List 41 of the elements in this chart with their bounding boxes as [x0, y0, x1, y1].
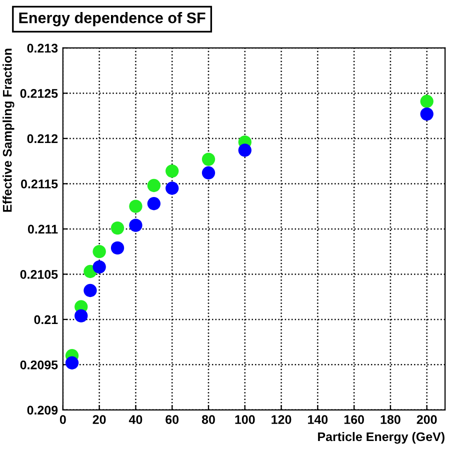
point — [166, 164, 179, 178]
y-tick-label: 0.212 — [27, 134, 58, 144]
y-tick-label: 0.213 — [27, 44, 58, 53]
point — [84, 284, 97, 298]
y-tick-label: 0.209 — [27, 406, 58, 415]
point — [110, 221, 124, 235]
x-tick-label: 80 — [202, 415, 215, 424]
x-axis-title: Particle Energy (GeV) — [318, 432, 444, 444]
x-tick-label: 180 — [380, 415, 400, 424]
x-tick-label: 200 — [416, 415, 437, 424]
point — [129, 200, 142, 213]
y-tick-label: 0.2115 — [21, 180, 58, 188]
point — [147, 178, 160, 192]
point — [166, 182, 179, 195]
point — [92, 260, 106, 274]
point — [202, 166, 216, 180]
y-axis-title: Effective Sampling Fraction — [2, 48, 14, 212]
point — [110, 241, 124, 255]
y-tick-label: 0.21 — [34, 315, 58, 324]
point — [65, 356, 79, 370]
chart-title: Energy dependence of SF — [19, 12, 206, 26]
x-tick-label: 100 — [235, 415, 255, 424]
point — [238, 144, 252, 157]
x-tick-label: 40 — [128, 415, 142, 424]
x-tick-label: 0 — [60, 415, 66, 424]
y-tick-label: 0.2105 — [20, 270, 58, 279]
point — [420, 107, 434, 121]
point — [420, 94, 434, 108]
point — [202, 152, 216, 166]
point — [74, 309, 88, 322]
point — [129, 218, 142, 232]
x-tick-label: 60 — [166, 415, 179, 424]
y-tick-label: 0.2095 — [20, 360, 58, 370]
x-tick-label: 120 — [272, 415, 292, 424]
y-tick-label: 0.2125 — [20, 89, 58, 98]
y-tick-label: 0.211 — [28, 224, 58, 234]
x-tick-label: 160 — [344, 415, 364, 424]
x-tick-label: 140 — [308, 415, 328, 424]
x-tick-label: 20 — [92, 415, 106, 424]
point — [92, 244, 106, 258]
point — [147, 197, 160, 210]
